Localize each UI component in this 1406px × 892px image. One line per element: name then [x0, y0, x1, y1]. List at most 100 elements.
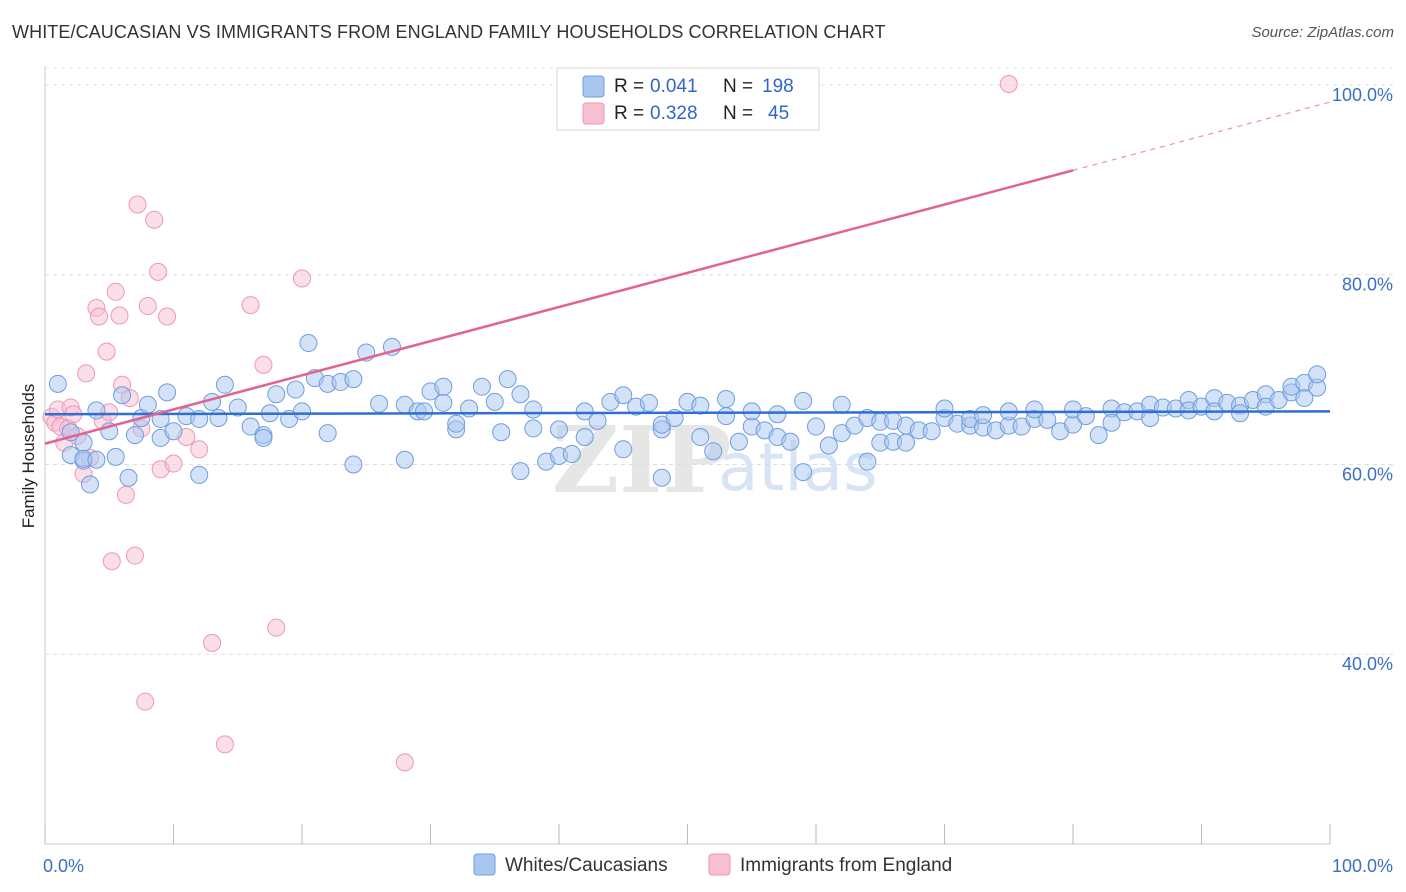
y-tick-label: 100.0% [1332, 85, 1393, 105]
data-point-whites-caucasians [87, 401, 106, 420]
data-point-whites-caucasians [318, 424, 337, 443]
data-point-whites-caucasians [498, 370, 517, 389]
data-point-immigrants-england [203, 633, 222, 652]
trend-line-immigrants-england [44, 169, 1074, 445]
y-tick-label: 60.0% [1342, 464, 1393, 484]
data-point-immigrants-england [138, 297, 157, 316]
data-point-whites-caucasians [87, 450, 106, 469]
data-point-immigrants-england [110, 306, 129, 325]
x-tick-label: 100.0% [1332, 856, 1393, 876]
legend: R = 0.041 N = 198 R = 0.328 N = 45 [556, 67, 820, 131]
data-point-whites-caucasians [299, 334, 318, 353]
data-point-whites-caucasians [138, 395, 157, 414]
data-point-whites-caucasians [415, 402, 434, 421]
data-point-whites-caucasians [1308, 365, 1327, 384]
data-point-immigrants-england [293, 269, 311, 288]
data-point-immigrants-england [158, 307, 177, 326]
data-point-whites-caucasians [395, 450, 414, 469]
bottom-legend: Whites/Caucasians Immigrants from Englan… [473, 853, 952, 876]
data-point-whites-caucasians [511, 462, 530, 481]
data-point-whites-caucasians [158, 383, 177, 402]
y-axis-title: Family Households [19, 384, 38, 529]
legend-r-value-blue: 0.041 [650, 76, 698, 97]
data-point-whites-caucasians [858, 452, 877, 471]
data-point-whites-caucasians [614, 386, 633, 405]
data-point-whites-caucasians [1102, 413, 1121, 432]
data-point-whites-caucasians [562, 445, 581, 464]
data-point-whites-caucasians [511, 385, 530, 404]
bottom-legend-swatch-blue [473, 853, 496, 876]
trend-line-whites-caucasians [44, 410, 1331, 416]
y-tick-labels: 40.0% 60.0% 80.0% 100.0% [1332, 85, 1393, 674]
data-point-whites-caucasians [729, 432, 748, 451]
data-point-whites-caucasians [1089, 426, 1108, 445]
legend-n-label-pink: N = [723, 103, 753, 124]
data-point-whites-caucasians [434, 393, 453, 412]
data-point-whites-caucasians [241, 417, 260, 436]
data-point-immigrants-england [125, 546, 144, 565]
gridlines [45, 67, 1395, 655]
data-point-whites-caucasians [717, 390, 736, 409]
data-point-whites-caucasians [781, 432, 800, 451]
legend-r-label-blue: R = [614, 76, 644, 97]
bottom-legend-label-pink: Immigrants from England [740, 855, 952, 876]
data-point-whites-caucasians [267, 385, 286, 404]
data-point-whites-caucasians [286, 380, 305, 399]
data-point-whites-caucasians [209, 408, 228, 427]
data-point-whites-caucasians [1076, 407, 1095, 426]
data-point-whites-caucasians [524, 400, 543, 419]
data-point-whites-caucasians [935, 399, 954, 418]
data-point-whites-caucasians [575, 427, 594, 446]
data-point-immigrants-england [77, 364, 96, 383]
data-point-whites-caucasians [704, 442, 723, 461]
legend-swatch-blue [582, 75, 605, 98]
data-point-immigrants-england [89, 307, 108, 326]
trend-line-immigrants-england-extension [1072, 101, 1331, 171]
bottom-legend-swatch-pink [708, 853, 731, 876]
data-point-whites-caucasians [106, 447, 125, 466]
data-point-whites-caucasians [1025, 400, 1044, 419]
data-point-whites-caucasians [48, 374, 67, 393]
data-point-whites-caucasians [485, 392, 504, 411]
data-point-immigrants-england [215, 735, 234, 754]
y-tick-label: 80.0% [1342, 275, 1393, 295]
data-point-whites-caucasians [472, 377, 491, 396]
data-point-immigrants-england [149, 262, 168, 281]
data-point-immigrants-england [241, 296, 260, 315]
data-point-whites-caucasians [74, 433, 93, 452]
data-point-whites-caucasians [794, 391, 813, 410]
data-point-immigrants-england [190, 440, 209, 459]
data-point-whites-caucasians [1231, 404, 1250, 423]
source-label: Source: ZipAtlas.com [1251, 24, 1394, 41]
data-point-whites-caucasians [228, 398, 247, 417]
data-point-whites-caucasians [614, 440, 633, 459]
data-point-whites-caucasians [447, 414, 466, 433]
data-point-whites-caucasians [344, 370, 363, 389]
data-point-whites-caucasians [80, 475, 99, 494]
legend-n-value-pink: 45 [768, 103, 789, 124]
y-tick-label: 40.0% [1342, 654, 1393, 674]
data-point-immigrants-england [106, 282, 125, 301]
data-point-whites-caucasians [215, 375, 234, 394]
x-tick-labels: 0.0% 100.0% [43, 856, 1393, 876]
x-tick-label: 0.0% [43, 856, 84, 876]
data-point-whites-caucasians [550, 420, 568, 439]
data-point-immigrants-england [97, 342, 116, 361]
bottom-legend-label-blue: Whites/Caucasians [505, 855, 668, 876]
legend-n-value-blue: 198 [762, 76, 794, 97]
data-point-immigrants-england [164, 454, 183, 473]
data-point-immigrants-england [267, 618, 286, 637]
data-point-immigrants-england [395, 753, 414, 772]
data-point-whites-caucasians [119, 468, 138, 487]
data-point-whites-caucasians [896, 433, 915, 452]
data-point-whites-caucasians [691, 427, 710, 446]
data-point-whites-caucasians [344, 455, 363, 474]
legend-n-label-blue: N = [723, 76, 753, 97]
data-point-whites-caucasians [1295, 389, 1314, 408]
data-point-whites-caucasians [768, 405, 787, 424]
trend-lines [44, 101, 1331, 445]
data-point-whites-caucasians [125, 426, 144, 445]
data-point-whites-caucasians [922, 422, 941, 441]
data-point-whites-caucasians [524, 419, 543, 438]
